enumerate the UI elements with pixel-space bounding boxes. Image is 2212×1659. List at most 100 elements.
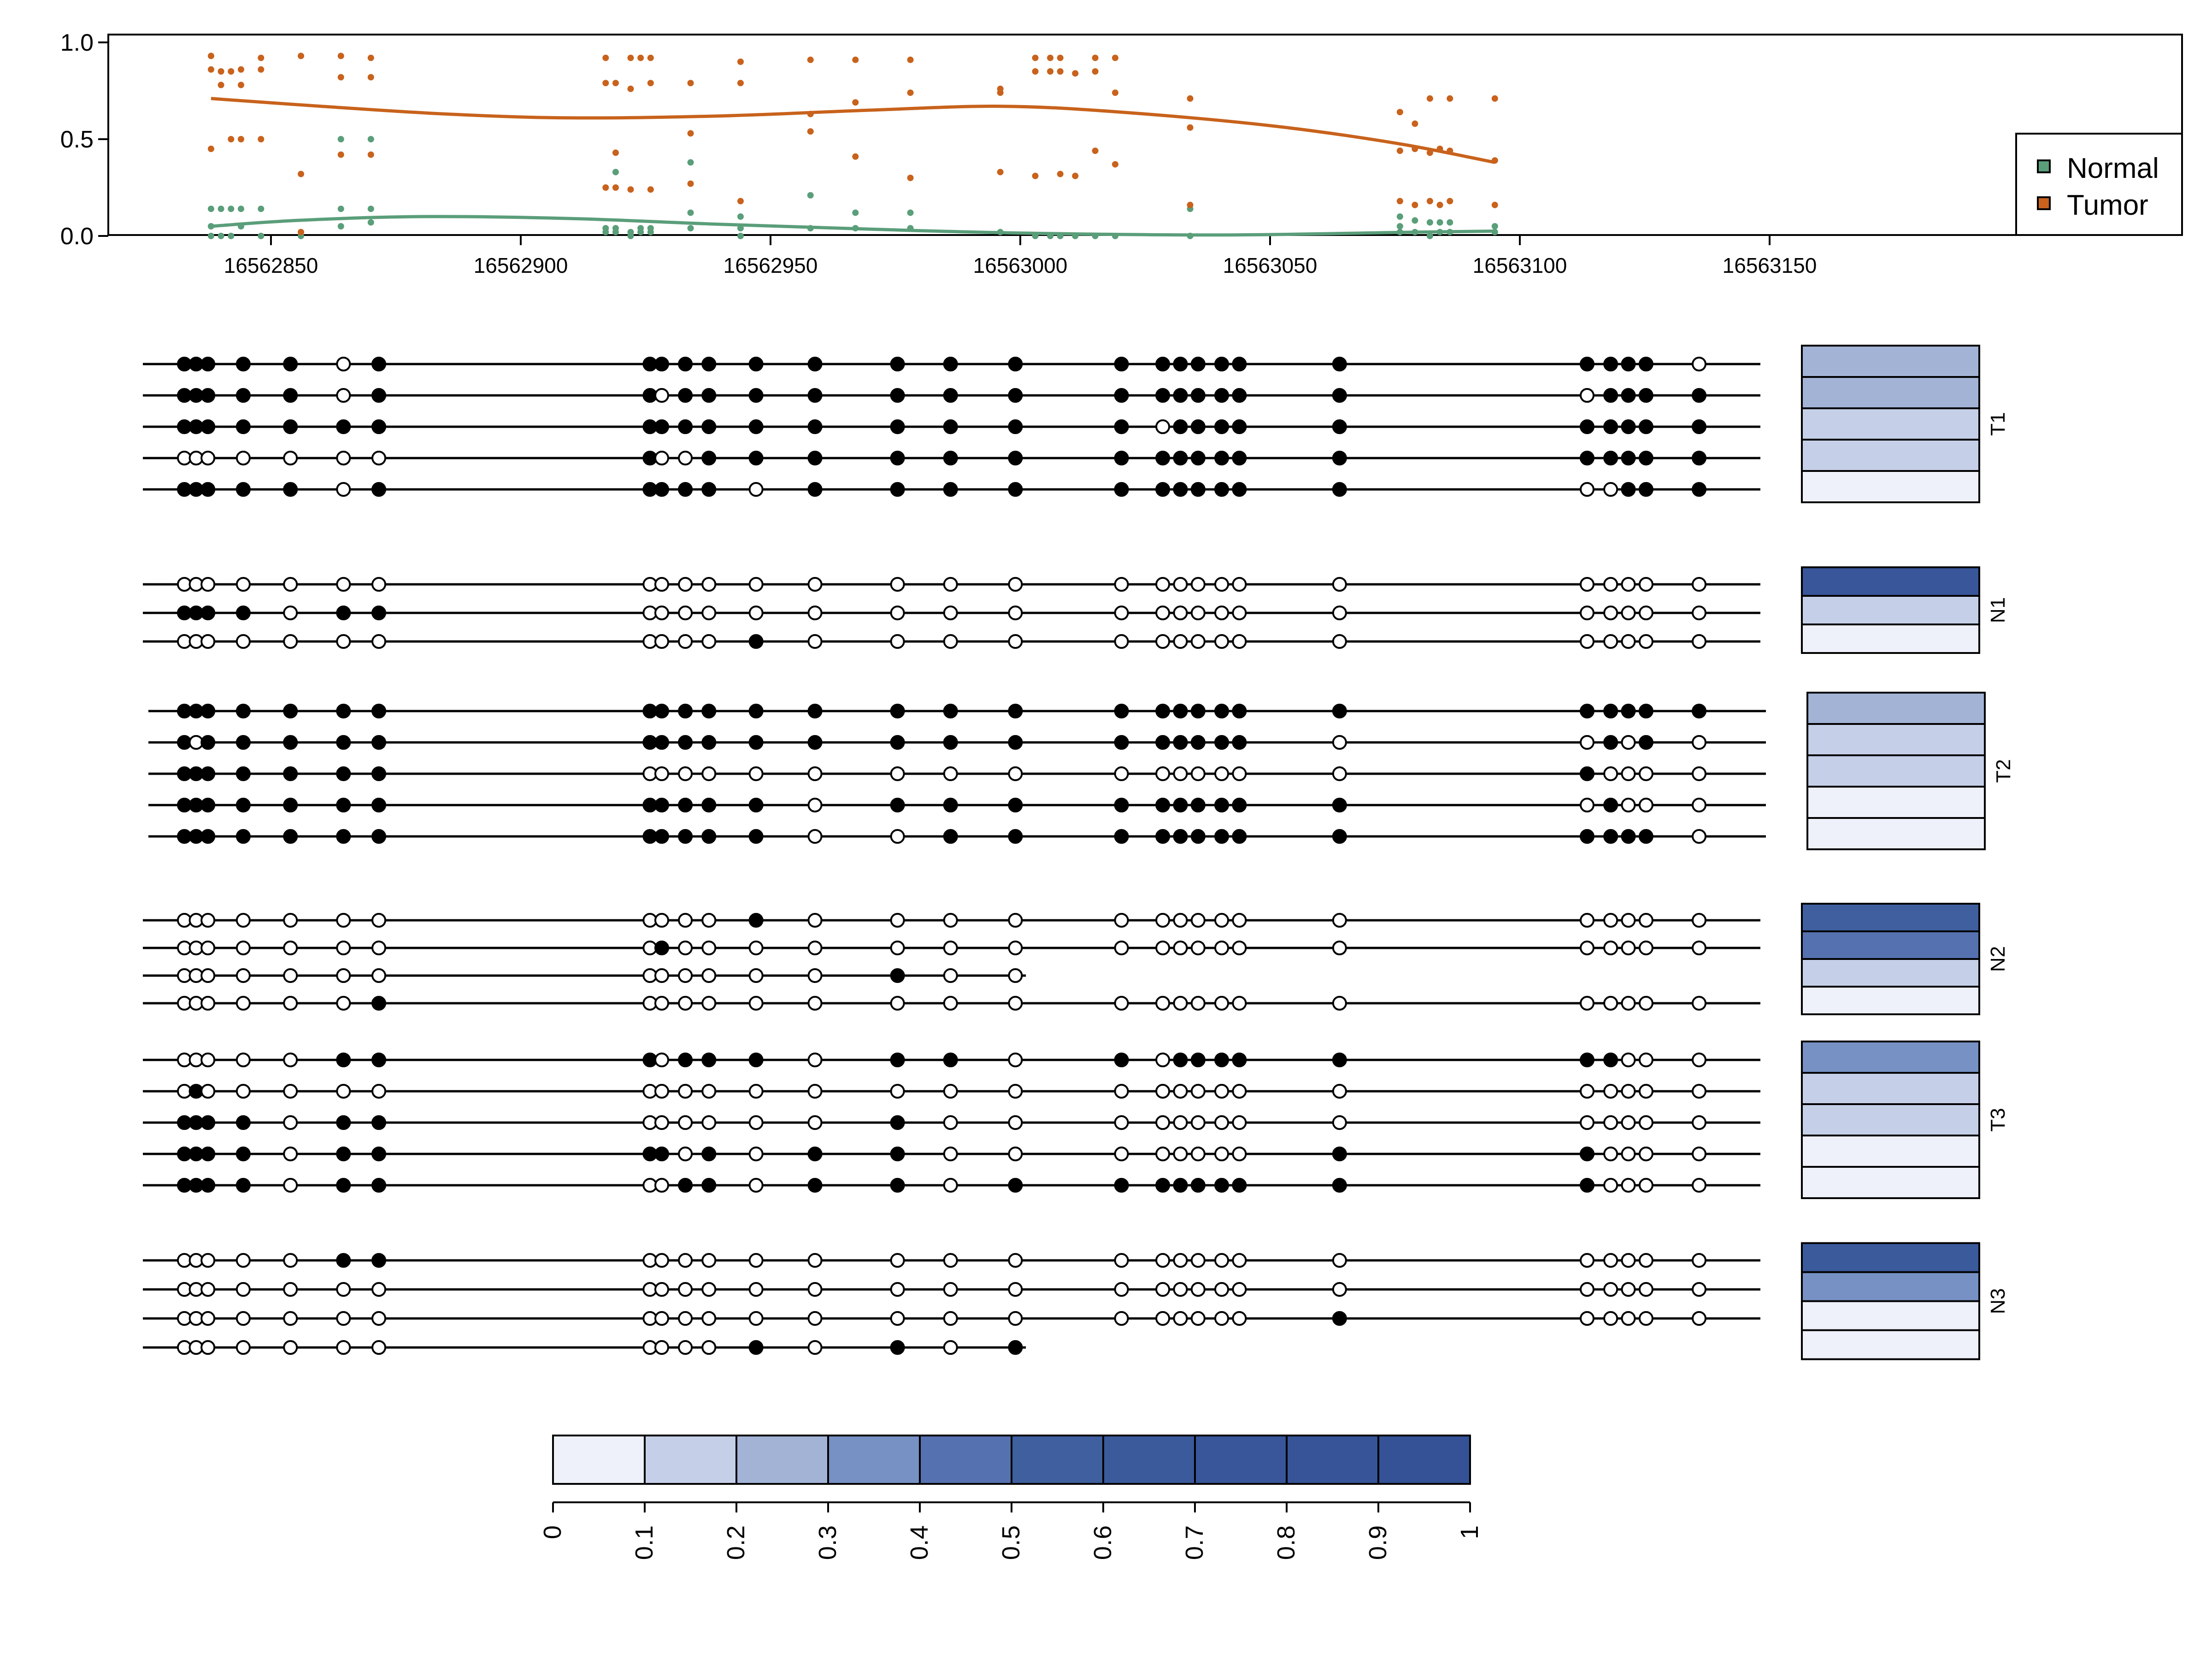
methylated-cpg bbox=[678, 1178, 693, 1193]
methylated-cpg bbox=[1692, 451, 1706, 465]
unmethylated-cpg bbox=[235, 968, 251, 983]
methylated-cpg bbox=[283, 388, 298, 403]
unmethylated-cpg bbox=[1603, 1282, 1618, 1297]
unmethylated-cpg bbox=[1008, 634, 1023, 649]
methylated-cpg bbox=[1621, 482, 1636, 497]
methylated-cpg bbox=[654, 357, 669, 371]
tumor-point bbox=[337, 53, 344, 59]
methylated-cpg bbox=[748, 451, 764, 465]
methylated-cpg bbox=[371, 388, 387, 403]
unmethylated-cpg bbox=[1232, 1311, 1247, 1326]
methylated-cpg bbox=[235, 606, 251, 620]
unmethylated-cpg bbox=[1008, 1147, 1023, 1161]
unmethylated-cpg bbox=[1692, 913, 1706, 928]
methylated-cpg bbox=[336, 735, 351, 750]
unmethylated-cpg bbox=[654, 388, 669, 403]
methylated-cpg bbox=[1114, 1053, 1129, 1067]
unmethylated-cpg bbox=[943, 1115, 958, 1130]
unmethylated-cpg bbox=[807, 829, 823, 844]
unmethylated-cpg bbox=[235, 1053, 251, 1067]
y-tick-label: 0.0 bbox=[60, 223, 94, 250]
unmethylated-cpg bbox=[654, 577, 669, 592]
unmethylated-cpg bbox=[701, 606, 717, 620]
unmethylated-cpg bbox=[336, 451, 351, 465]
unmethylated-cpg bbox=[1190, 1282, 1206, 1297]
unmethylated-cpg bbox=[200, 1053, 216, 1067]
unmethylated-cpg bbox=[1155, 913, 1171, 928]
methylated-cpg bbox=[336, 766, 351, 781]
tumor-point bbox=[1112, 89, 1118, 96]
unmethylated-cpg bbox=[807, 1084, 823, 1099]
unmethylated-cpg bbox=[1621, 1282, 1636, 1297]
methylated-cpg bbox=[283, 829, 298, 844]
unmethylated-cpg bbox=[1114, 634, 1129, 649]
sample-group-t3: T3 bbox=[143, 1041, 2009, 1199]
tumor-point bbox=[687, 130, 694, 137]
tumor-point bbox=[1032, 68, 1039, 75]
tumor-point bbox=[1092, 147, 1099, 154]
methylated-cpg bbox=[371, 735, 387, 750]
methylated-cpg bbox=[1114, 451, 1129, 465]
tumor-point bbox=[1032, 172, 1039, 179]
normal-point bbox=[1396, 213, 1403, 220]
methylated-cpg bbox=[235, 766, 251, 781]
methylated-cpg bbox=[1190, 388, 1206, 403]
unmethylated-cpg bbox=[371, 941, 387, 955]
methylated-cpg bbox=[1603, 735, 1618, 750]
unmethylated-cpg bbox=[748, 1253, 764, 1268]
methylated-cpg bbox=[200, 388, 216, 403]
methylated-cpg bbox=[235, 482, 251, 497]
methylated-cpg bbox=[701, 357, 717, 371]
unmethylated-cpg bbox=[1173, 1282, 1188, 1297]
unmethylated-cpg bbox=[200, 1340, 216, 1355]
normal-point bbox=[367, 136, 374, 142]
unmethylated-cpg bbox=[890, 766, 905, 781]
unmethylated-cpg bbox=[1190, 996, 1206, 1011]
unmethylated-cpg bbox=[1692, 996, 1706, 1011]
unmethylated-cpg bbox=[1008, 996, 1023, 1011]
unmethylated-cpg bbox=[748, 766, 764, 781]
tumor-point bbox=[1447, 198, 1453, 205]
methylated-cpg bbox=[1190, 1053, 1206, 1067]
methylated-cpg bbox=[235, 704, 251, 718]
unmethylated-cpg bbox=[336, 1282, 351, 1297]
methylated-cpg bbox=[1621, 388, 1636, 403]
colorbar-tick-label: 1 bbox=[1456, 1525, 1483, 1539]
unmethylated-cpg bbox=[1638, 1115, 1653, 1130]
methylation-cell bbox=[1801, 407, 1980, 441]
methylated-cpg bbox=[1332, 419, 1347, 434]
unmethylated-cpg bbox=[1008, 941, 1023, 955]
unmethylated-cpg bbox=[1232, 1282, 1247, 1297]
unmethylated-cpg bbox=[1621, 1178, 1636, 1193]
methylation-cell bbox=[1801, 1072, 1980, 1105]
methylated-cpg bbox=[1332, 1147, 1347, 1161]
unmethylated-cpg bbox=[1638, 1282, 1653, 1297]
sample-group-t2: T2 bbox=[148, 692, 2015, 850]
unmethylated-cpg bbox=[1692, 1147, 1706, 1161]
unmethylated-cpg bbox=[283, 1282, 298, 1297]
unmethylated-cpg bbox=[1173, 913, 1188, 928]
unmethylated-cpg bbox=[890, 913, 905, 928]
methylation-cell bbox=[1801, 1242, 1980, 1273]
normal-point bbox=[612, 229, 619, 235]
unmethylated-cpg bbox=[701, 968, 717, 983]
methylated-cpg bbox=[1232, 704, 1247, 718]
tumor-point bbox=[737, 198, 744, 205]
methylated-cpg bbox=[807, 1147, 823, 1161]
methylated-cpg bbox=[1638, 482, 1653, 497]
unmethylated-cpg bbox=[1173, 1311, 1188, 1326]
methylated-cpg bbox=[654, 704, 669, 718]
tumor-point bbox=[602, 184, 609, 191]
unmethylated-cpg bbox=[678, 1340, 693, 1355]
methylated-cpg bbox=[371, 357, 387, 371]
methylated-cpg bbox=[807, 704, 823, 718]
methylated-cpg bbox=[1008, 482, 1023, 497]
unmethylated-cpg bbox=[654, 1178, 669, 1193]
methylated-cpg bbox=[1114, 798, 1129, 812]
unmethylated-cpg bbox=[1114, 996, 1129, 1011]
methylation-cell bbox=[1801, 903, 1980, 932]
unmethylated-cpg bbox=[1008, 1311, 1023, 1326]
methylated-cpg bbox=[336, 1053, 351, 1067]
tumor-point bbox=[647, 186, 654, 193]
unmethylated-cpg bbox=[678, 451, 693, 465]
